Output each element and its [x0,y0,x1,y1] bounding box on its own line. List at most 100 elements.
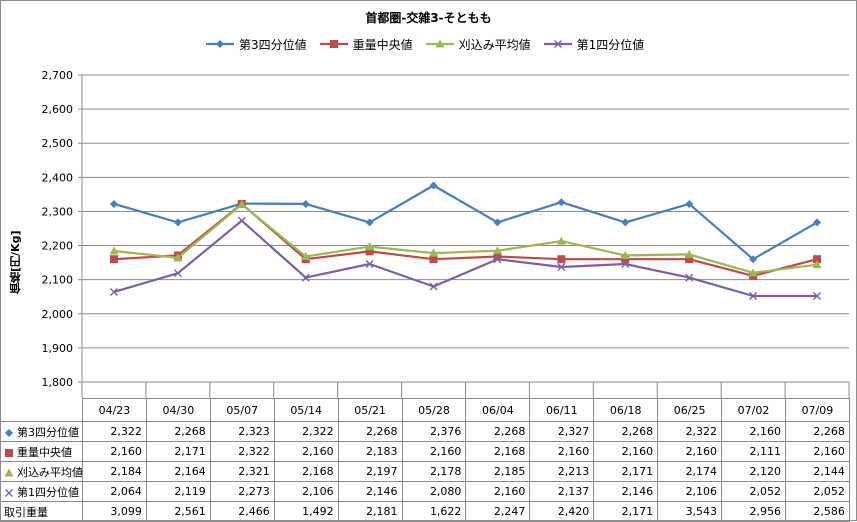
data-point [684,249,694,258]
data-point [621,259,630,268]
y-tick-label: 2,200 [42,240,74,253]
data-point [813,255,822,264]
data-label: 2,323 [209,421,275,442]
legend-item: 第3四分位値 [205,36,307,53]
data-label: 2,420 [529,501,595,522]
y-tick-label: 2,400 [42,171,74,184]
data-label: 2,106 [273,481,339,502]
data-point [685,199,694,208]
data-label: 2,144 [784,461,850,482]
legend-swatch-icon [319,40,348,48]
data-label: 2,168 [465,441,531,462]
row-marker-icon [5,448,13,457]
data-label: 2,137 [529,481,595,502]
row-label: 取引重量 [0,501,83,522]
data-point [493,252,502,261]
row-label-text: 第3四分位値 [17,425,79,439]
y-tick-label: 2,700 [42,69,74,82]
data-point [109,246,119,255]
x-tick-label: 06/11 [529,398,595,422]
legend-label: 重量中央値 [352,37,413,52]
row-label-text: 重量中央値 [17,445,72,459]
data-label: 2,080 [401,481,467,502]
data-label: 2,327 [529,421,595,442]
data-label: 2,146 [593,481,659,502]
data-point [748,268,758,277]
data-label: 2,268 [145,421,211,442]
legend-swatch-icon [206,40,234,48]
data-label: 2,106 [657,481,723,502]
data-label: 2,160 [657,441,723,462]
row-marker [4,468,14,476]
data-point [109,255,118,264]
y-tick-label: 2,100 [42,274,74,287]
data-label: 2,168 [273,461,339,482]
data-label: 1,622 [401,501,467,522]
x-tick-label: 04/30 [145,398,211,422]
data-point [429,248,439,257]
series-line [113,203,818,274]
data-label: 2,120 [721,461,786,482]
legend-marker [329,40,338,48]
data-label: 2,268 [784,421,850,442]
data-label: 2,146 [337,481,403,502]
data-label: 2,160 [721,421,786,442]
data-label: 2,466 [209,501,275,522]
y-tick-label: 1,900 [42,342,74,355]
table-header-row: 04/23 04/30 05/07 05/14 05/21 05/28 06/04 06/11… [0,398,850,422]
data-label: 2,956 [721,501,786,522]
data-label: 2,160 [401,441,467,462]
table-row: 第1四分位値 2,064 2,119 2,273 2,106 2,146 2,080 2,16… [0,481,850,502]
data-point [621,255,630,264]
y-tick-label: 2,600 [42,103,74,116]
legend-swatch-icon [543,40,572,48]
table-row: 第3四分位値 2,322 2,268 2,323 2,322 2,268 2,376 2,26… [0,421,850,442]
data-point [749,255,758,264]
x-tick-label: 06/04 [465,398,531,422]
row-marker [5,428,13,437]
legend-item: 第1四分位値 [543,36,644,53]
row-label: 第1四分位値 [0,481,83,502]
y-tick-label: 2,000 [42,308,74,321]
legend-label: 刈込み平均値 [458,37,531,52]
data-label: 2,273 [209,481,275,502]
row-label: 第3四分位値 [0,421,83,442]
data-point [109,287,118,296]
data-label: 2,197 [337,461,403,482]
row-label-text: 第1四分位値 [17,485,79,499]
data-point [557,255,566,264]
legend-swatch-icon [425,39,454,48]
data-point [429,255,438,264]
data-point [813,292,822,301]
data-label: 2,181 [337,501,403,522]
data-label: 2,064 [82,481,147,502]
row-label: 重量中央値 [0,441,83,462]
series-3 [109,199,822,277]
legend-item: 重量中央値 [319,36,413,53]
data-point [556,236,566,245]
legend-item: 刈込み平均値 [425,36,531,53]
series-line [113,219,817,298]
x-tick-label: 05/14 [273,398,339,422]
data-point [365,259,374,268]
data-point [173,269,182,278]
data-point [301,199,310,208]
y-tick-label: 2,300 [42,205,74,218]
data-point [429,181,438,190]
row-marker-icon [4,468,14,476]
x-tick-label: 07/09 [784,398,850,422]
data-label: 2,321 [209,461,275,482]
data-point [173,218,182,227]
legend-marker [435,39,445,48]
data-point [685,255,694,264]
data-label: 3,543 [657,501,723,522]
y-tick-label: 1,800 [42,376,74,389]
data-label: 2,185 [465,461,531,482]
data-point [557,198,566,207]
data-point [365,247,374,256]
data-label: 2,586 [784,501,850,522]
row-marker [5,448,13,457]
table-row: 刈込み平均値 2,184 2,164 2,321 2,168 2,197 2,178 2,18… [0,461,850,482]
data-label: 2,171 [593,501,659,522]
x-tick-label: 05/28 [401,398,467,422]
